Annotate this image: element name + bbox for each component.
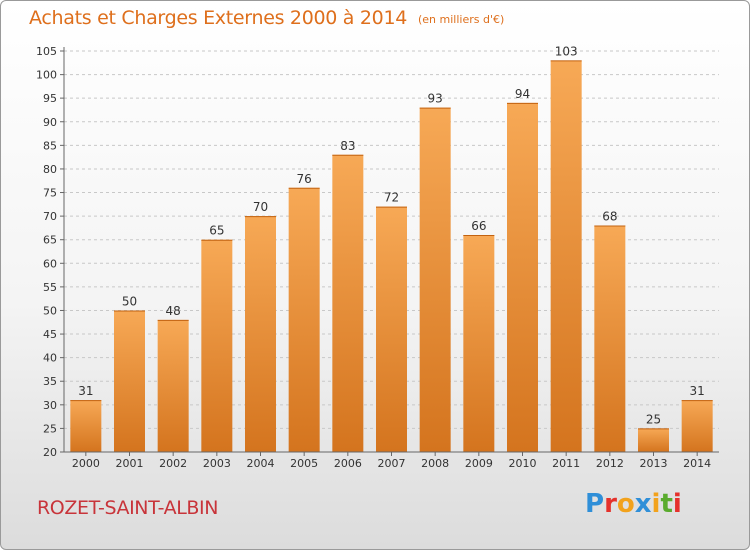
x-tick-label-2011: 2011: [552, 457, 580, 470]
logo-letter: i: [672, 489, 682, 519]
x-tick-label-2000: 2000: [72, 457, 100, 470]
commune-name: ROZET-SAINT-ALBIN: [37, 497, 219, 519]
data-label-2010: 94: [515, 87, 530, 101]
data-label-2003: 65: [209, 224, 224, 238]
y-tick-label: 80: [43, 163, 57, 176]
y-tick-label: 55: [43, 281, 57, 294]
y-tick-label: 85: [43, 139, 57, 152]
data-label-2008: 93: [428, 92, 443, 106]
bar-2004: [245, 216, 276, 452]
data-label-2011: 103: [555, 44, 578, 58]
data-label-2000: 31: [78, 384, 93, 398]
y-tick-label: 95: [43, 92, 57, 105]
y-tick-label: 90: [43, 116, 57, 129]
x-tick-label-2010: 2010: [509, 457, 537, 470]
y-tick-label: 105: [36, 45, 57, 58]
data-label-2001: 50: [122, 294, 137, 308]
data-label-2007: 72: [384, 191, 399, 205]
y-tick-label: 70: [43, 210, 57, 223]
data-label-2014: 31: [690, 384, 705, 398]
logo-letter: x: [634, 489, 652, 519]
logo-letter: i: [651, 489, 661, 519]
y-tick-label: 60: [43, 257, 57, 270]
bars: [70, 60, 713, 453]
bar-2012: [594, 225, 626, 452]
axes: 20 25 30 35 40 45 50 55 60 65 70 75 80 85 90 95 100 105 20…: [36, 45, 719, 470]
x-tick-label-2014: 2014: [683, 457, 711, 470]
y-tick-label: 75: [43, 187, 57, 200]
x-tick-label-2008: 2008: [421, 457, 449, 470]
proxiti-logo: Proxiti: [585, 489, 682, 519]
bar-2006: [332, 154, 364, 452]
data-labels: 31 50 48 65 70 76 83 72 93 66 94 103 68 25 31: [78, 44, 705, 426]
data-label-2006: 83: [340, 139, 355, 153]
bar-2003: [201, 239, 233, 452]
bar-2014: [681, 400, 713, 452]
logo-letter: P: [585, 489, 605, 519]
x-tick-label-2009: 2009: [465, 457, 493, 470]
chart-subtitle: (en milliers d'€): [418, 13, 505, 26]
y-tick-label: 65: [43, 234, 57, 247]
x-tick-label-2007: 2007: [378, 457, 406, 470]
bar-2010: [507, 102, 538, 453]
y-tick-label: 30: [43, 399, 57, 412]
x-tick-label-2013: 2013: [640, 457, 668, 470]
y-tick-label: 100: [36, 69, 57, 82]
bar-2013: [638, 428, 669, 452]
bar-2005: [288, 187, 320, 452]
x-tick-label-2002: 2002: [159, 457, 187, 470]
bar-2000: [70, 400, 102, 452]
data-label-2009: 66: [471, 219, 486, 233]
bar-2009: [463, 234, 495, 452]
x-tick-label-2001: 2001: [116, 457, 144, 470]
x-tick-label-2004: 2004: [247, 457, 275, 470]
data-label-2002: 48: [166, 304, 181, 318]
x-tick-label-2005: 2005: [290, 457, 318, 470]
x-tick-label-2003: 2003: [203, 457, 231, 470]
logo-letter: o: [616, 489, 635, 519]
x-tick-label-2006: 2006: [334, 457, 362, 470]
bar-2008: [419, 107, 451, 453]
bar-2011: [550, 60, 582, 452]
bar-2007: [376, 206, 407, 452]
data-label-2012: 68: [602, 210, 617, 224]
data-label-2013: 25: [646, 412, 661, 426]
y-tick-label: 25: [43, 422, 57, 435]
y-tick-label: 40: [43, 352, 57, 365]
bar-2002: [157, 319, 189, 452]
logo-letter: t: [660, 489, 673, 519]
y-tick-label: 20: [43, 446, 57, 459]
y-tick-label: 50: [43, 304, 57, 317]
x-tick-label-2012: 2012: [596, 457, 624, 470]
chart-title: Achats et Charges Externes 2000 à 2014: [29, 7, 408, 29]
y-tick-label: 35: [43, 375, 57, 388]
data-label-2004: 70: [253, 200, 268, 214]
data-label-2005: 76: [297, 172, 312, 186]
logo-letter: r: [604, 489, 617, 519]
bar-2001: [114, 310, 145, 452]
y-tick-label: 45: [43, 328, 57, 341]
